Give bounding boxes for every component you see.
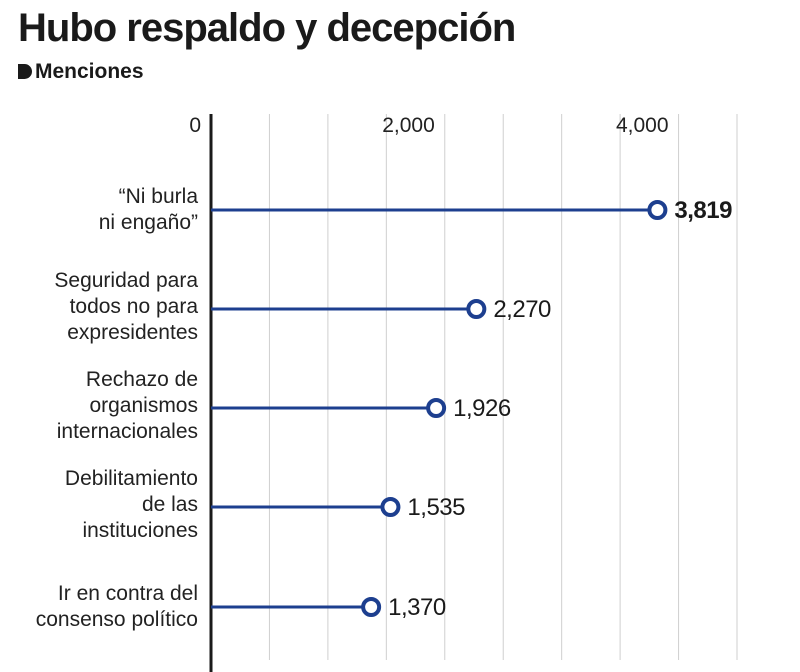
chart-subtitle: Menciones (18, 60, 144, 84)
category-label-line: internacionales (56, 420, 198, 443)
lollipop-point (361, 597, 382, 617)
lollipop-point (426, 398, 447, 418)
category-label-line: consenso político (35, 608, 198, 631)
category-label-line: Rechazo de (85, 368, 198, 391)
value-label: 3,819 (674, 197, 732, 224)
x-tick-label: 2,000 (382, 114, 435, 137)
category-label: Seguridad para todos no para expresidentes (8, 268, 198, 346)
category-label-line: todos no para (69, 295, 198, 318)
lollipop-point (466, 299, 487, 319)
category-label: “Ni burla ni engaño” (8, 184, 198, 236)
category-label-line: Seguridad para (54, 269, 198, 292)
tag-icon (18, 64, 32, 79)
category-label: Ir en contra del consenso político (8, 581, 198, 633)
value-label: 1,926 (453, 395, 511, 422)
value-label: 1,535 (407, 494, 465, 521)
subtitle-text: Menciones (35, 60, 144, 83)
category-label-line: organismos (89, 394, 198, 417)
category-label-line: de las (141, 493, 198, 516)
lollipop-point (380, 497, 401, 517)
x-tick-label: 0 (189, 114, 201, 137)
category-label-line: “Ni burla (118, 185, 198, 208)
chart-title: Hubo respaldo y decepción (18, 6, 516, 50)
category-label-line: expresidentes (67, 321, 198, 344)
category-label-line: Debilitamiento (64, 467, 198, 490)
category-label: Debilitamiento de las instituciones (8, 466, 198, 544)
category-label-line: Ir en contra del (57, 582, 198, 605)
lollipop-point (647, 200, 668, 220)
value-label: 2,270 (493, 296, 551, 323)
x-tick-label: 4,000 (616, 114, 669, 137)
category-label-line: instituciones (82, 519, 198, 542)
category-label: Rechazo de organismos internacionales (8, 367, 198, 445)
value-label: 1,370 (388, 594, 446, 621)
category-label-line: ni engaño” (98, 211, 198, 234)
